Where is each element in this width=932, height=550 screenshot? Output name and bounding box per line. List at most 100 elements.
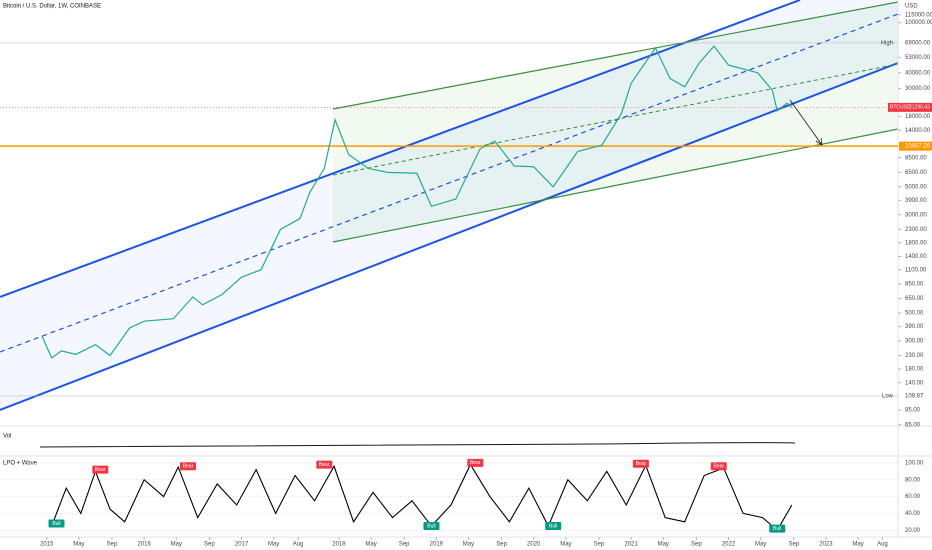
x-tick-label: 2015: [40, 542, 54, 548]
last-name: BTCUSD: [890, 105, 911, 111]
y-tick-label: 180.00: [905, 367, 924, 373]
x-tick-label: May: [658, 542, 669, 548]
x-tick-label: 2019: [430, 542, 444, 548]
low-label: 109.87: [905, 394, 924, 400]
channel-line: [0, 62, 899, 411]
signal-tag: [316, 460, 333, 469]
signal-tag: [769, 524, 786, 533]
y-tick-label: 3000.00: [905, 212, 927, 218]
y-tick-label: 100000.00: [905, 20, 932, 26]
blue-channel-fill: [0, 0, 898, 410]
y-tick-label: 850.00: [905, 281, 924, 287]
x-tick-label: 2018: [332, 542, 346, 548]
x-tick-label: 2020: [527, 542, 541, 548]
x-tick-label: Aug: [877, 542, 888, 548]
channel-mid: [332, 63, 899, 176]
signal-label: Bear: [636, 461, 647, 467]
x-tick-label: 2016: [137, 542, 151, 548]
price-line: [41, 45, 793, 359]
x-tick-label: Sep: [399, 542, 410, 548]
high-name: High: [881, 40, 893, 46]
osc-tick-label: 40.00: [905, 511, 921, 517]
currency: USD: [905, 4, 918, 10]
x-tick-label: Sep: [788, 542, 799, 548]
y-tick-label: 1100.00: [905, 267, 927, 273]
high-label: 69000.00: [905, 40, 931, 46]
x-tick-label: May: [171, 542, 182, 548]
signal-tag: [632, 459, 649, 468]
signal-tag: [423, 522, 440, 531]
osc-tick-label: 80.00: [905, 477, 921, 483]
arrow-head: [815, 137, 823, 146]
signal-label: Bear: [95, 467, 106, 473]
channel-line: [332, 128, 899, 243]
x-tick-label: Sep: [691, 542, 702, 548]
x-tick-label: Sep: [204, 542, 215, 548]
osc-tick-label: 20.00: [905, 528, 921, 534]
x-tick-label: May: [268, 542, 279, 548]
x-tick-label: May: [560, 542, 571, 548]
channel-line: [0, 0, 801, 298]
y-tick-label: 85.00: [905, 408, 921, 414]
signal-tag: [710, 462, 727, 471]
x-tick-label: Sep: [107, 542, 118, 548]
signal-tag: [467, 458, 484, 467]
y-tick-label: 230.00: [905, 353, 924, 359]
y-tick-label: 1400.00: [905, 254, 927, 260]
x-tick-label: Sep: [594, 542, 605, 548]
last-label: 21290.43: [909, 105, 930, 111]
x-tick-label: 2021: [624, 542, 638, 548]
x-tick-label: 2022: [722, 542, 736, 548]
y-tick-label: 500.00: [905, 311, 924, 317]
signal-tag: [48, 519, 65, 528]
level-label: 10487.26: [905, 144, 931, 150]
oscillator-label: LPO + Wave: [3, 461, 38, 467]
y-tick-label: 650.00: [905, 296, 924, 302]
y-tick-label: 1800.00: [905, 240, 927, 246]
signal-tag: [545, 522, 562, 531]
y-tick-label: 300.00: [905, 339, 924, 345]
y-tick-label: 65.00: [905, 422, 921, 428]
y-tick-label: 40000.00: [905, 70, 931, 76]
osc-tick-label: 60.00: [905, 494, 921, 500]
x-tick-label: 2017: [235, 542, 249, 548]
signal-label: Bull: [427, 523, 435, 529]
last-tag: [888, 102, 932, 112]
volume-label: Vol: [3, 434, 11, 440]
y-tick-label: 2300.00: [905, 227, 927, 233]
y-tick-label: 14000.00: [905, 128, 931, 134]
y-tick-label: 115000.00: [905, 13, 932, 19]
y-tick-label: 6500.00: [905, 170, 927, 176]
x-tick-label: Aug: [293, 542, 304, 548]
channel-line: [332, 1, 899, 110]
osc-tick-label: 100.00: [905, 460, 924, 466]
y-tick-label: 3900.00: [905, 198, 927, 204]
x-tick-label: Sep: [496, 542, 507, 548]
y-tick-label: 30000.00: [905, 86, 931, 92]
signal-label: Bull: [549, 523, 557, 529]
volume-ma: [39, 442, 796, 448]
low-tag: [899, 391, 932, 400]
y-tick-label: 53000.00: [905, 55, 931, 61]
chart-title: Bitcoin / U.S. Dollar, 1W, COINBASE: [3, 4, 101, 10]
channel-mid: [0, 13, 899, 353]
y-tick-label: 390.00: [905, 324, 924, 330]
x-tick-label: 2023: [819, 542, 833, 548]
low-name: Low: [882, 394, 894, 400]
signal-label: Bear: [319, 462, 330, 468]
signal-label: Bull: [52, 521, 60, 527]
y-tick-label: 18000.00: [905, 114, 931, 120]
x-tick-label: May: [755, 542, 766, 548]
signal-label: Bear: [183, 464, 194, 470]
signal-label: Bull: [773, 526, 781, 532]
x-tick-label: May: [73, 542, 84, 548]
high-tag: [899, 38, 932, 47]
y-tick-label: 140.00: [905, 380, 924, 386]
oscillator-line: [51, 463, 793, 532]
x-tick-label: May: [365, 542, 376, 548]
x-tick-label: May: [852, 542, 863, 548]
level-tag: [899, 141, 932, 151]
signal-tag: [179, 462, 196, 471]
y-tick-label: 5000.00: [905, 184, 927, 190]
